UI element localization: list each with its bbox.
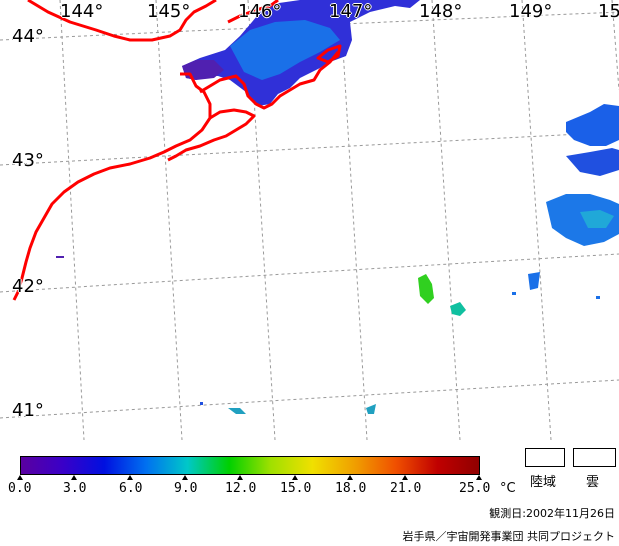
colorbar-tick [127,475,133,480]
longitude-label-148: 148° [419,1,463,22]
longitude-label-146: 146° [238,1,282,22]
colorbar-tick-label: 21.0 [390,481,422,496]
sea-surface-temperature-map [0,0,619,440]
latitude-label-43: 43° [12,150,44,171]
land-legend-swatch [525,448,565,467]
longitude-label-145: 145° [147,1,191,22]
colorbar-tick [476,475,482,480]
sst-patch-teal [450,302,466,316]
latitude-label-44: 44° [12,26,44,47]
longitude-label-144: 144° [60,1,104,22]
colorbar-tick [71,475,77,480]
colorbar-tick [17,475,23,480]
longitude-label-147: 147° [329,1,373,22]
colorbar-tick [182,475,188,480]
cloud-legend-label: 雲 [586,475,600,490]
colorbar-tick-label: 25.0 [459,481,491,496]
colorbar-tick-label: 12.0 [225,481,257,496]
colorbar-tick-label: 0.0 [8,481,32,496]
sst-patch-east-3 [546,194,619,246]
latitude-label-41: 41° [12,400,44,421]
colorbar-tick [237,475,243,480]
colorbar-tick [292,475,298,480]
colorbar-tick-label: 9.0 [174,481,198,496]
sst-patch-south-2 [366,404,376,414]
sst-patch-north-purple [182,60,224,80]
colorbar-tick-label: 18.0 [335,481,367,496]
sst-patch-south-1 [228,408,246,414]
land-legend-label: 陸域 [530,475,557,490]
sea-background [0,0,619,440]
colorbar-tick [402,475,408,480]
sst-patch-east-3-core [580,210,614,228]
colorbar-tick-label: 3.0 [63,481,87,496]
sst-patch-east-2 [566,148,619,176]
sst-patch-east-1 [566,104,619,146]
colorbar-unit: °C [500,481,516,496]
sst-patch-green [418,274,434,304]
sst-patch-north-core [230,20,340,80]
longitude-label-149: 149° [509,1,553,22]
sst-patch-east-4 [528,272,540,290]
temperature-color-bar [20,456,480,475]
cloud-legend-swatch [573,448,616,467]
longitude-label-150: 15 [598,1,619,22]
credit-line: 岩手県／宇宙開発事業団 共同プロジェクト [402,530,616,543]
observation-date: 観測日:2002年11月26日 [489,507,615,520]
sst-specks [56,256,600,405]
graticule [0,0,619,440]
colorbar-tick [347,475,353,480]
colorbar-tick-label: 15.0 [280,481,312,496]
coastline [12,0,342,301]
latitude-label-42: 42° [12,276,44,297]
colorbar-tick-label: 6.0 [119,481,143,496]
